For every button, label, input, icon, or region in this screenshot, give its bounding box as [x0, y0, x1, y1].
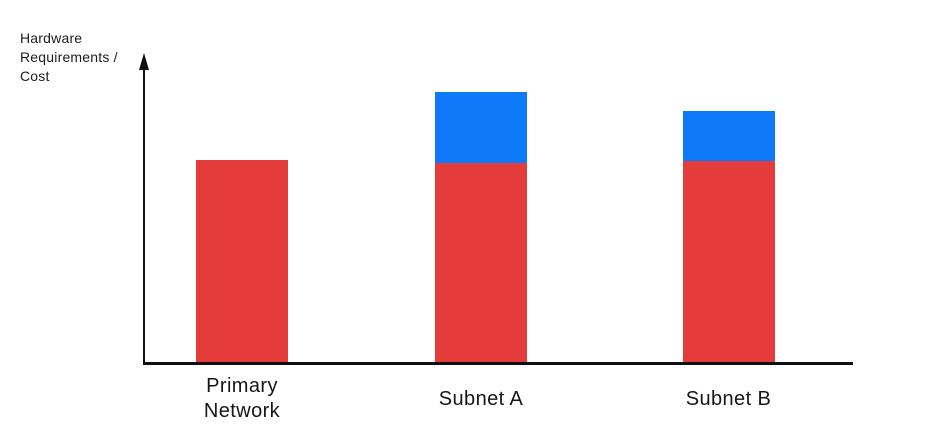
bar-segment-blue-subnet-b	[682, 110, 775, 162]
bar-segment-red-subnet-a	[435, 162, 527, 364]
category-label-subnet-b: Subnet B	[685, 387, 772, 410]
bar-segment-red-subnet-b	[682, 161, 775, 364]
category-label-subnet-a: Subnet A	[438, 387, 524, 410]
category-label-primary-network: Primary Network	[203, 375, 281, 422]
y-axis-label: Hardware Requirements / Cost	[20, 30, 118, 84]
y-axis-line	[142, 64, 146, 364]
bar-subnet-a	[435, 92, 527, 364]
bar-primary-network	[196, 159, 288, 364]
y-axis-arrowhead-icon	[138, 53, 149, 70]
bar-subnet-b	[682, 110, 775, 364]
bar-segment-blue-subnet-a	[435, 92, 527, 163]
x-axis-line	[143, 362, 853, 365]
bar-segment-red-primary-network	[196, 159, 288, 364]
